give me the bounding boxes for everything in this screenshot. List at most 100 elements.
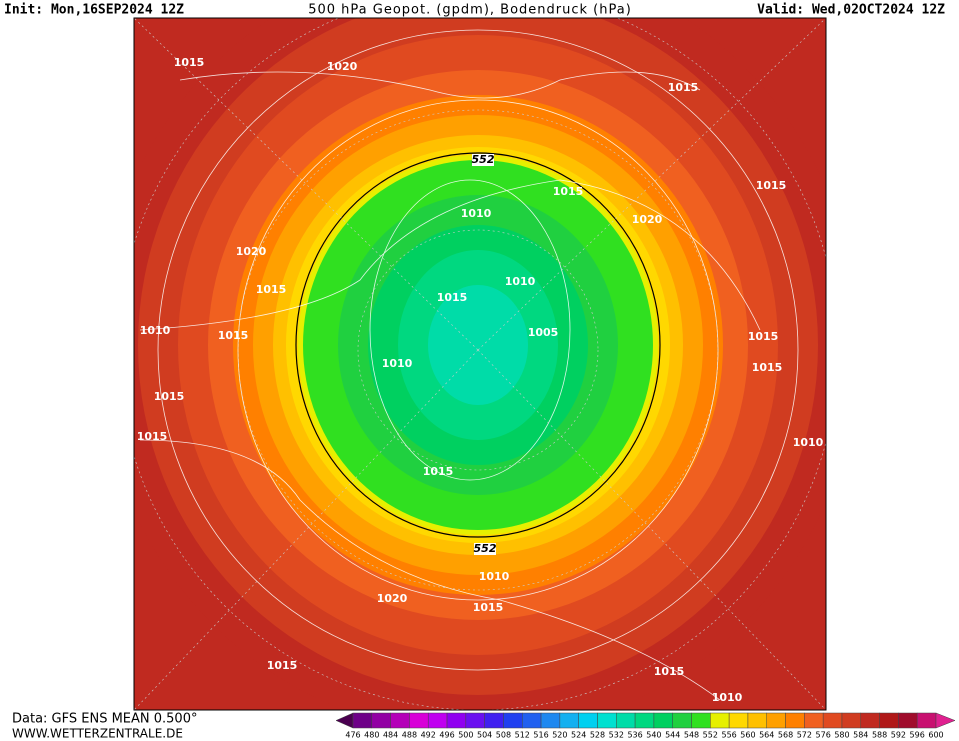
- contour-label: 1010: [505, 275, 536, 288]
- colorbar-label: 600: [928, 731, 943, 740]
- colorbar-label: 564: [759, 731, 774, 740]
- contour-label: 1015: [756, 179, 787, 192]
- colorbar-swatch: [465, 712, 485, 729]
- colorbar-swatch: [728, 712, 749, 729]
- colorbar-swatch: [898, 712, 918, 729]
- valid-time: Valid: Wed,02OCT2024 12Z: [757, 3, 945, 18]
- colorbar: 476 480 484 488 492 496 500 504 508 512 516 520 524 5…: [335, 712, 956, 740]
- colorbar-label: 548: [684, 731, 699, 740]
- colorbar-label: 496: [439, 731, 454, 740]
- colorbar-swatch: [371, 712, 391, 729]
- colorbar-label: 528: [590, 731, 605, 740]
- colorbar-swatch: [409, 712, 429, 729]
- colorbar-swatch: [427, 712, 448, 729]
- contour-label: 1020: [632, 213, 663, 226]
- colorbar-label: 576: [816, 731, 831, 740]
- contour-label: 552: [474, 542, 497, 555]
- colorbar-swatch: [352, 712, 373, 729]
- contour-label: 1010: [382, 357, 413, 370]
- colorbar-swatch: [766, 712, 786, 729]
- colorbar-label: 504: [477, 731, 492, 740]
- graticule: [134, 18, 826, 710]
- height-field: [134, 18, 826, 710]
- contour-label: 1015: [473, 601, 504, 614]
- colorbar-swatch: [785, 712, 805, 729]
- colorbar-swatch: [597, 712, 617, 729]
- colorbar-swatch: [522, 712, 542, 729]
- colorbar-swatch: [672, 712, 692, 729]
- contour-label: 1015: [137, 430, 168, 443]
- colorbar-swatch: [503, 712, 523, 729]
- colorbar-label: 512: [515, 731, 530, 740]
- contour-label-box: [472, 154, 494, 166]
- colorbar-swatch: [653, 712, 673, 729]
- map-title: 500 hPa Geopot. (gpdm), Bodendruck (hPa): [308, 3, 632, 18]
- data-source: Data: GFS ENS MEAN 0.500°: [12, 712, 197, 727]
- colorbar-label: 536: [627, 731, 642, 740]
- height-shell: [428, 285, 528, 405]
- colorbar-label: 508: [496, 731, 511, 740]
- contour-label: 1015: [748, 330, 779, 343]
- contour-label: 1015: [668, 81, 699, 94]
- colorbar-swatch: [559, 712, 579, 729]
- colorbar-label: 596: [910, 731, 925, 740]
- colorbar-swatch: [691, 712, 711, 729]
- colorbar-swatch: [916, 712, 937, 729]
- colorbar-swatch: [804, 712, 824, 729]
- contour-label: 1015: [437, 291, 468, 304]
- colorbar-swatch: [390, 712, 410, 729]
- height-shell: [295, 152, 661, 538]
- colorbar-label: 476: [345, 731, 360, 740]
- colorbar-swatch: [822, 712, 843, 729]
- colorbar-arrow: [335, 712, 354, 729]
- contour-label: 1010: [712, 691, 743, 704]
- colorbar-swatch: [578, 712, 598, 729]
- colorbar-swatch: [484, 712, 504, 729]
- colorbar-label: 592: [891, 731, 906, 740]
- contour-label: 1015: [654, 665, 685, 678]
- colorbar-label: 584: [853, 731, 868, 740]
- colorbar-swatch: [540, 712, 561, 729]
- contour-label: 1010: [793, 436, 824, 449]
- colorbar-label: 500: [458, 731, 473, 740]
- contour-label: 1020: [327, 60, 358, 73]
- colorbar-swatch: [879, 712, 899, 729]
- colorbar-label: 532: [609, 731, 624, 740]
- website: WWW.WETTERZENTRALE.DE: [12, 727, 183, 741]
- colorbar-label: 552: [703, 731, 718, 740]
- contour-label: 1005: [528, 326, 559, 339]
- contour-label: 1020: [236, 245, 267, 258]
- colorbar-label: 588: [872, 731, 887, 740]
- colorbar-label: 524: [571, 731, 586, 740]
- colorbar-label: 580: [834, 731, 849, 740]
- colorbar-swatch: [747, 712, 767, 729]
- colorbar-swatch: [634, 712, 655, 729]
- colorbar-label: 484: [383, 731, 398, 740]
- colorbar-swatch: [860, 712, 880, 729]
- contour-label: 1015: [267, 659, 298, 672]
- contour-label: 1015: [752, 361, 783, 374]
- map-frame: [133, 17, 827, 711]
- colorbar-label: 560: [740, 731, 755, 740]
- colorbar-swatch: [616, 712, 636, 729]
- colorbar-arrow: [935, 712, 956, 729]
- contour-label: 1020: [377, 592, 408, 605]
- contour-label: 1010: [461, 207, 492, 220]
- colorbar-label: 540: [646, 731, 661, 740]
- colorbar-label: 556: [721, 731, 736, 740]
- contour-label: 1015: [154, 390, 185, 403]
- contour-label: 1010: [479, 570, 510, 583]
- colorbar-label: 572: [797, 731, 812, 740]
- contour-label: 1015: [174, 56, 205, 69]
- colorbar-label: 488: [402, 731, 417, 740]
- colorbar-label: 480: [364, 731, 379, 740]
- init-time: Init: Mon,16SEP2024 12Z: [4, 3, 184, 18]
- colorbar-swatch: [446, 712, 467, 729]
- colorbar-label: 520: [552, 731, 567, 740]
- contour-label: 1010: [140, 324, 171, 337]
- contour-label: 1015: [256, 283, 287, 296]
- contour-label: 1015: [553, 185, 584, 198]
- colorbar-label: 492: [421, 731, 436, 740]
- colorbar-label: 516: [533, 731, 548, 740]
